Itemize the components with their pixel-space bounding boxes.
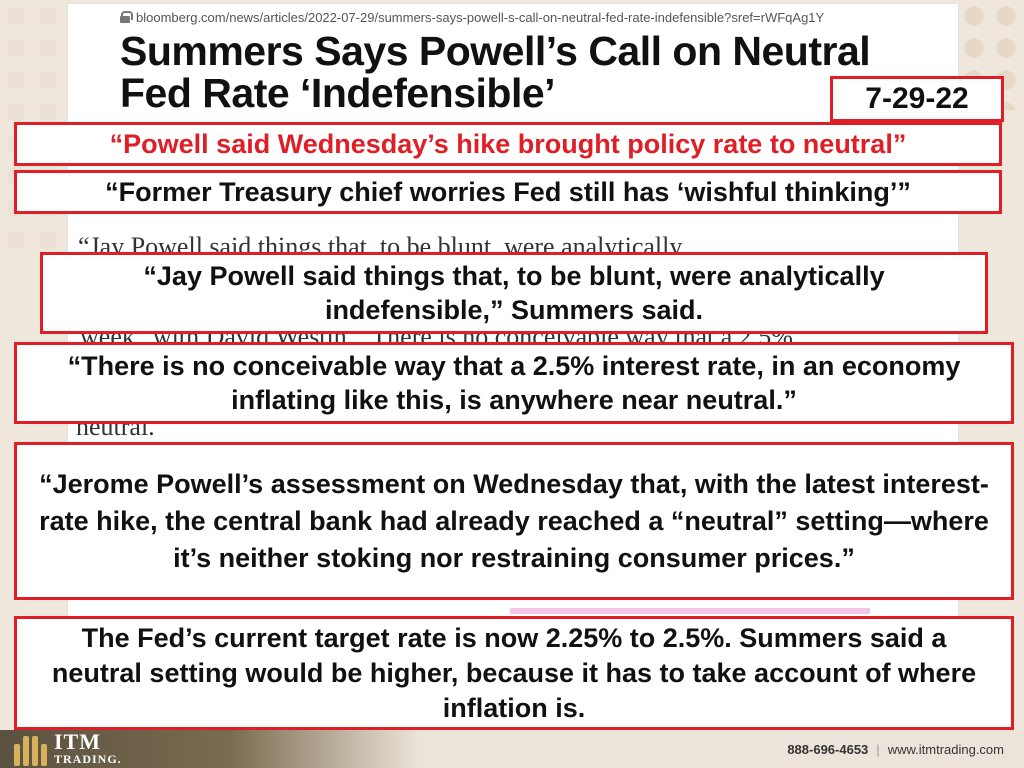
quote-callout-4: The Fed’s current target rate is now 2.2… xyxy=(14,616,1014,730)
date-label: 7-29-22 xyxy=(830,76,1004,122)
headline-line-1: Summers Says Powell’s Call on Neutral xyxy=(120,28,871,74)
logo-sub-text: TRADING. xyxy=(54,752,122,766)
quote-callout-3: “Jerome Powell’s assessment on Wednesday… xyxy=(14,442,1014,600)
quote-callout-1: “Jay Powell said things that, to be blun… xyxy=(40,252,988,334)
headline-line-2: Fed Rate ‘Indefensible’ xyxy=(120,70,556,116)
highlight-bar xyxy=(510,608,870,614)
footer-phone[interactable]: 888-696-4653 xyxy=(787,741,869,757)
quote-callout-2: “There is no conceivable way that a 2.5%… xyxy=(14,342,1014,424)
footer-separator: | xyxy=(876,741,880,757)
column-logo-icon xyxy=(12,734,48,768)
logo-main-text: ITM xyxy=(54,729,101,754)
footer-website[interactable]: www.itmtrading.com xyxy=(887,741,1004,757)
dek-callout: “Former Treasury chief worries Fed still… xyxy=(14,170,1002,214)
itm-logo: ITM TRADING. xyxy=(12,728,122,768)
subhead-callout: “Powell said Wednesday’s hike brought po… xyxy=(14,122,1002,166)
lock-icon xyxy=(120,11,133,23)
article-headline: Summers Says Powell’s Call on Neutral Fe… xyxy=(120,30,920,114)
url-text: bloomberg.com/news/articles/2022-07-29/s… xyxy=(136,9,825,25)
address-bar[interactable]: bloomberg.com/news/articles/2022-07-29/s… xyxy=(120,6,900,28)
footer-logo-band xyxy=(0,730,420,768)
